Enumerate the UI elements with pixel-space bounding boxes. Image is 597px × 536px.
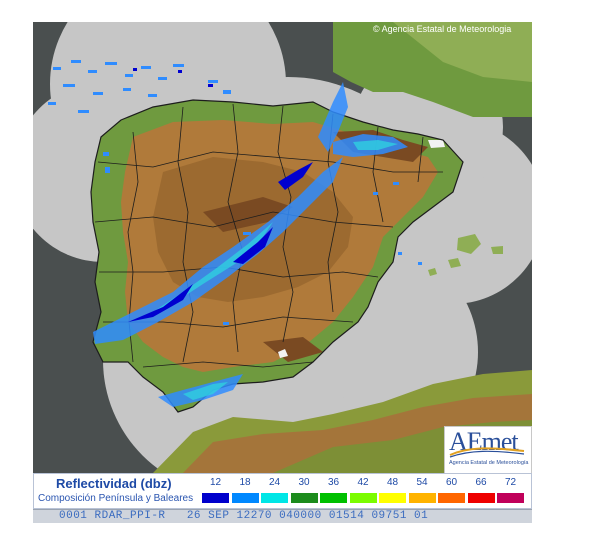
legend-swatch-54 — [408, 493, 436, 503]
legend-scale: 12 18 24 30 36 42 48 54 60 66 72 — [202, 477, 530, 507]
logo-subtitle: Agencia Estatal de Meteorología — [449, 460, 529, 466]
legend-swatch-12 — [202, 493, 229, 503]
balearic-islands — [428, 234, 503, 276]
legend-swatch-18 — [231, 493, 259, 503]
legend-swatch-72 — [497, 493, 524, 503]
legend-swatch-60 — [438, 493, 465, 503]
legend-swatch-36 — [320, 493, 347, 503]
legend-title: Reflectividad (dbz) — [56, 476, 172, 491]
legend-value-54: 54 — [416, 477, 428, 488]
legend-swatch-66 — [467, 493, 495, 503]
aemet-logo: AEmet Agencia Estatal de Meteorología — [444, 426, 532, 474]
legend-value-60: 60 — [445, 477, 458, 488]
product-code: 0001 RDAR_PPI-R 26 SEP 12270 040000 0151… — [59, 510, 429, 522]
reflectivity-legend: Reflectividad (dbz) Composición Penínsul… — [33, 473, 532, 509]
legend-subtitle: Composición Península y Baleares — [38, 493, 194, 504]
legend-value-18: 18 — [239, 477, 251, 488]
radar-map: © Agencia Estatal de Meteorologia AEmet … — [33, 22, 532, 474]
legend-value-12: 12 — [209, 477, 222, 488]
map-canvas — [33, 22, 532, 473]
logo-swoosh-icon — [449, 447, 525, 458]
legend-value-24: 24 — [268, 477, 281, 488]
legend-value-30: 30 — [298, 477, 310, 488]
copyright-notice: © Agencia Estatal de Meteorologia — [373, 24, 512, 34]
legend-value-48: 48 — [386, 477, 399, 488]
legend-swatch-42 — [349, 493, 377, 503]
legend-value-66: 66 — [475, 477, 487, 488]
legend-swatch-48 — [379, 493, 406, 503]
radar-echoes — [48, 60, 422, 407]
product-footer: 0001 RDAR_PPI-R 26 SEP 12270 040000 0151… — [33, 509, 532, 523]
legend-value-36: 36 — [327, 477, 340, 488]
legend-swatch-30 — [290, 493, 318, 503]
legend-value-72: 72 — [504, 477, 517, 488]
legend-swatch-24 — [261, 493, 288, 503]
legend-value-42: 42 — [357, 477, 369, 488]
